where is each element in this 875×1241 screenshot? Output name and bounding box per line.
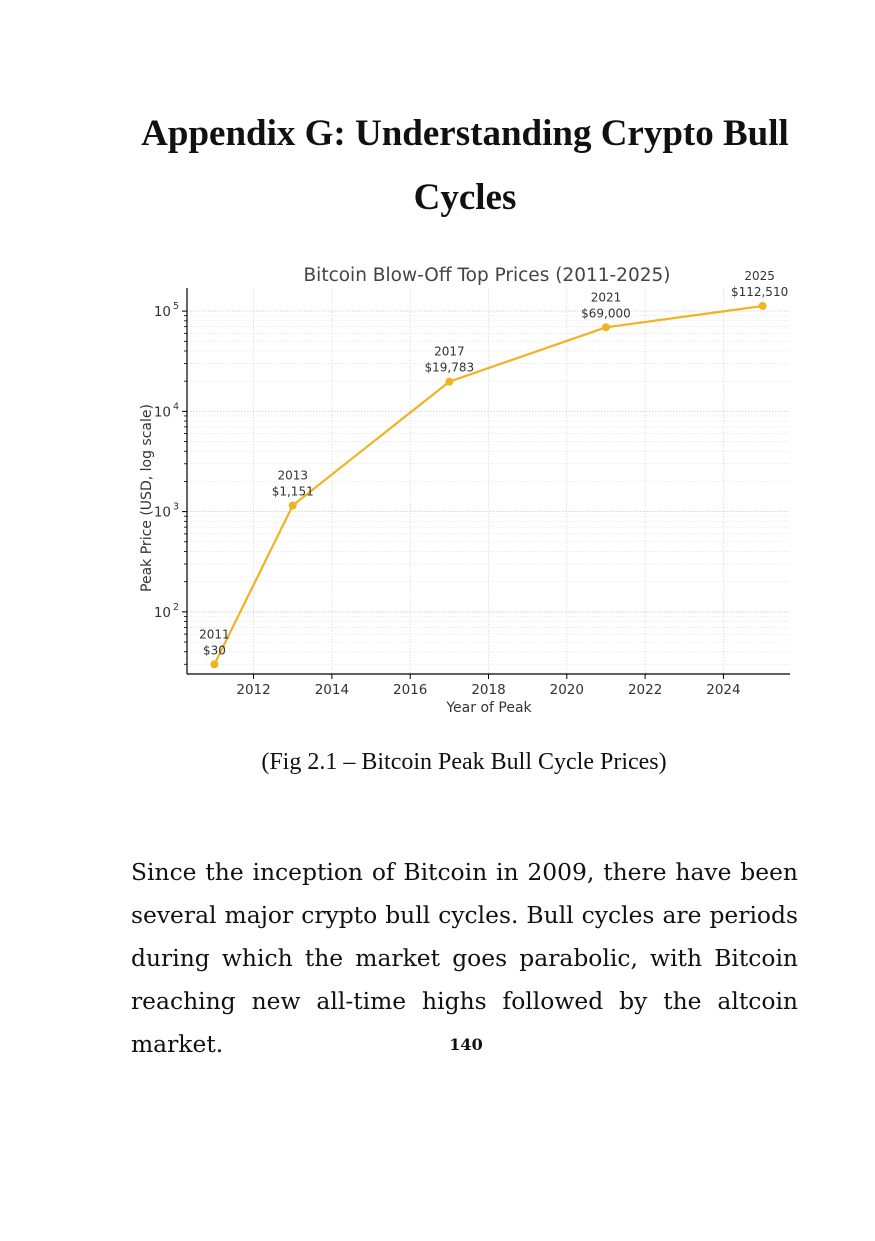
x-tick-label: 2012 — [236, 682, 270, 698]
y-tick-label-exponent: 4 — [173, 401, 179, 412]
point-label-year: 2025 — [744, 269, 775, 283]
x-tick-label: 2022 — [628, 682, 662, 698]
y-tick-label: 10 — [154, 505, 171, 521]
body-paragraph: Since the inception of Bitcoin in 2009, … — [131, 858, 798, 1058]
x-tick-label: 2016 — [393, 682, 427, 698]
point-label-price: $69,000 — [581, 306, 631, 320]
figure-caption: (Fig 2.1 – Bitcoin Peak Bull Cycle Price… — [261, 749, 667, 775]
y-tick-label: 10 — [154, 605, 171, 621]
point-label-price: $30 — [203, 643, 226, 657]
point-label-year: 2021 — [591, 290, 622, 304]
point-label-year: 2011 — [199, 627, 230, 641]
x-tick-label: 2014 — [315, 682, 349, 698]
chart-grid — [187, 288, 790, 674]
price-data-point — [601, 323, 610, 332]
y-tick-label-exponent: 3 — [173, 502, 179, 513]
point-label-price: $1,151 — [272, 484, 314, 498]
x-tick-label: 2024 — [706, 682, 740, 698]
page-heading-line-2: Cycles — [413, 177, 517, 218]
point-label-year: 2017 — [434, 345, 465, 359]
price-data-point — [288, 501, 297, 510]
price-data-point — [758, 301, 767, 310]
y-tick-label-exponent: 2 — [173, 602, 179, 613]
page-heading-line-1: Appendix G: Understanding Crypto Bull — [141, 113, 789, 154]
chart-point-labels: 2011 $30 2013 $1,151 2017 $19,783 2021 $69,000 2… — [199, 269, 788, 657]
chart-title: Bitcoin Blow-Off Top Prices (2011-2025) — [303, 265, 670, 286]
y-axis-label: Peak Price (USD, log scale) — [139, 404, 155, 592]
chart-series — [210, 301, 767, 669]
x-tick-label: 2020 — [550, 682, 584, 698]
page-number: 140 — [449, 1035, 483, 1054]
point-label-price: $112,510 — [731, 285, 788, 299]
price-data-point — [445, 377, 454, 386]
y-tick-label-exponent: 5 — [173, 301, 179, 312]
point-label-year: 2013 — [277, 468, 308, 482]
y-tick-label: 10 — [154, 404, 171, 420]
y-tick-label: 10 — [154, 304, 171, 320]
point-label-price: $19,783 — [425, 361, 475, 375]
x-tick-label: 2018 — [471, 682, 505, 698]
price-data-point — [210, 660, 219, 669]
x-axis-label: Year of Peak — [445, 700, 532, 716]
